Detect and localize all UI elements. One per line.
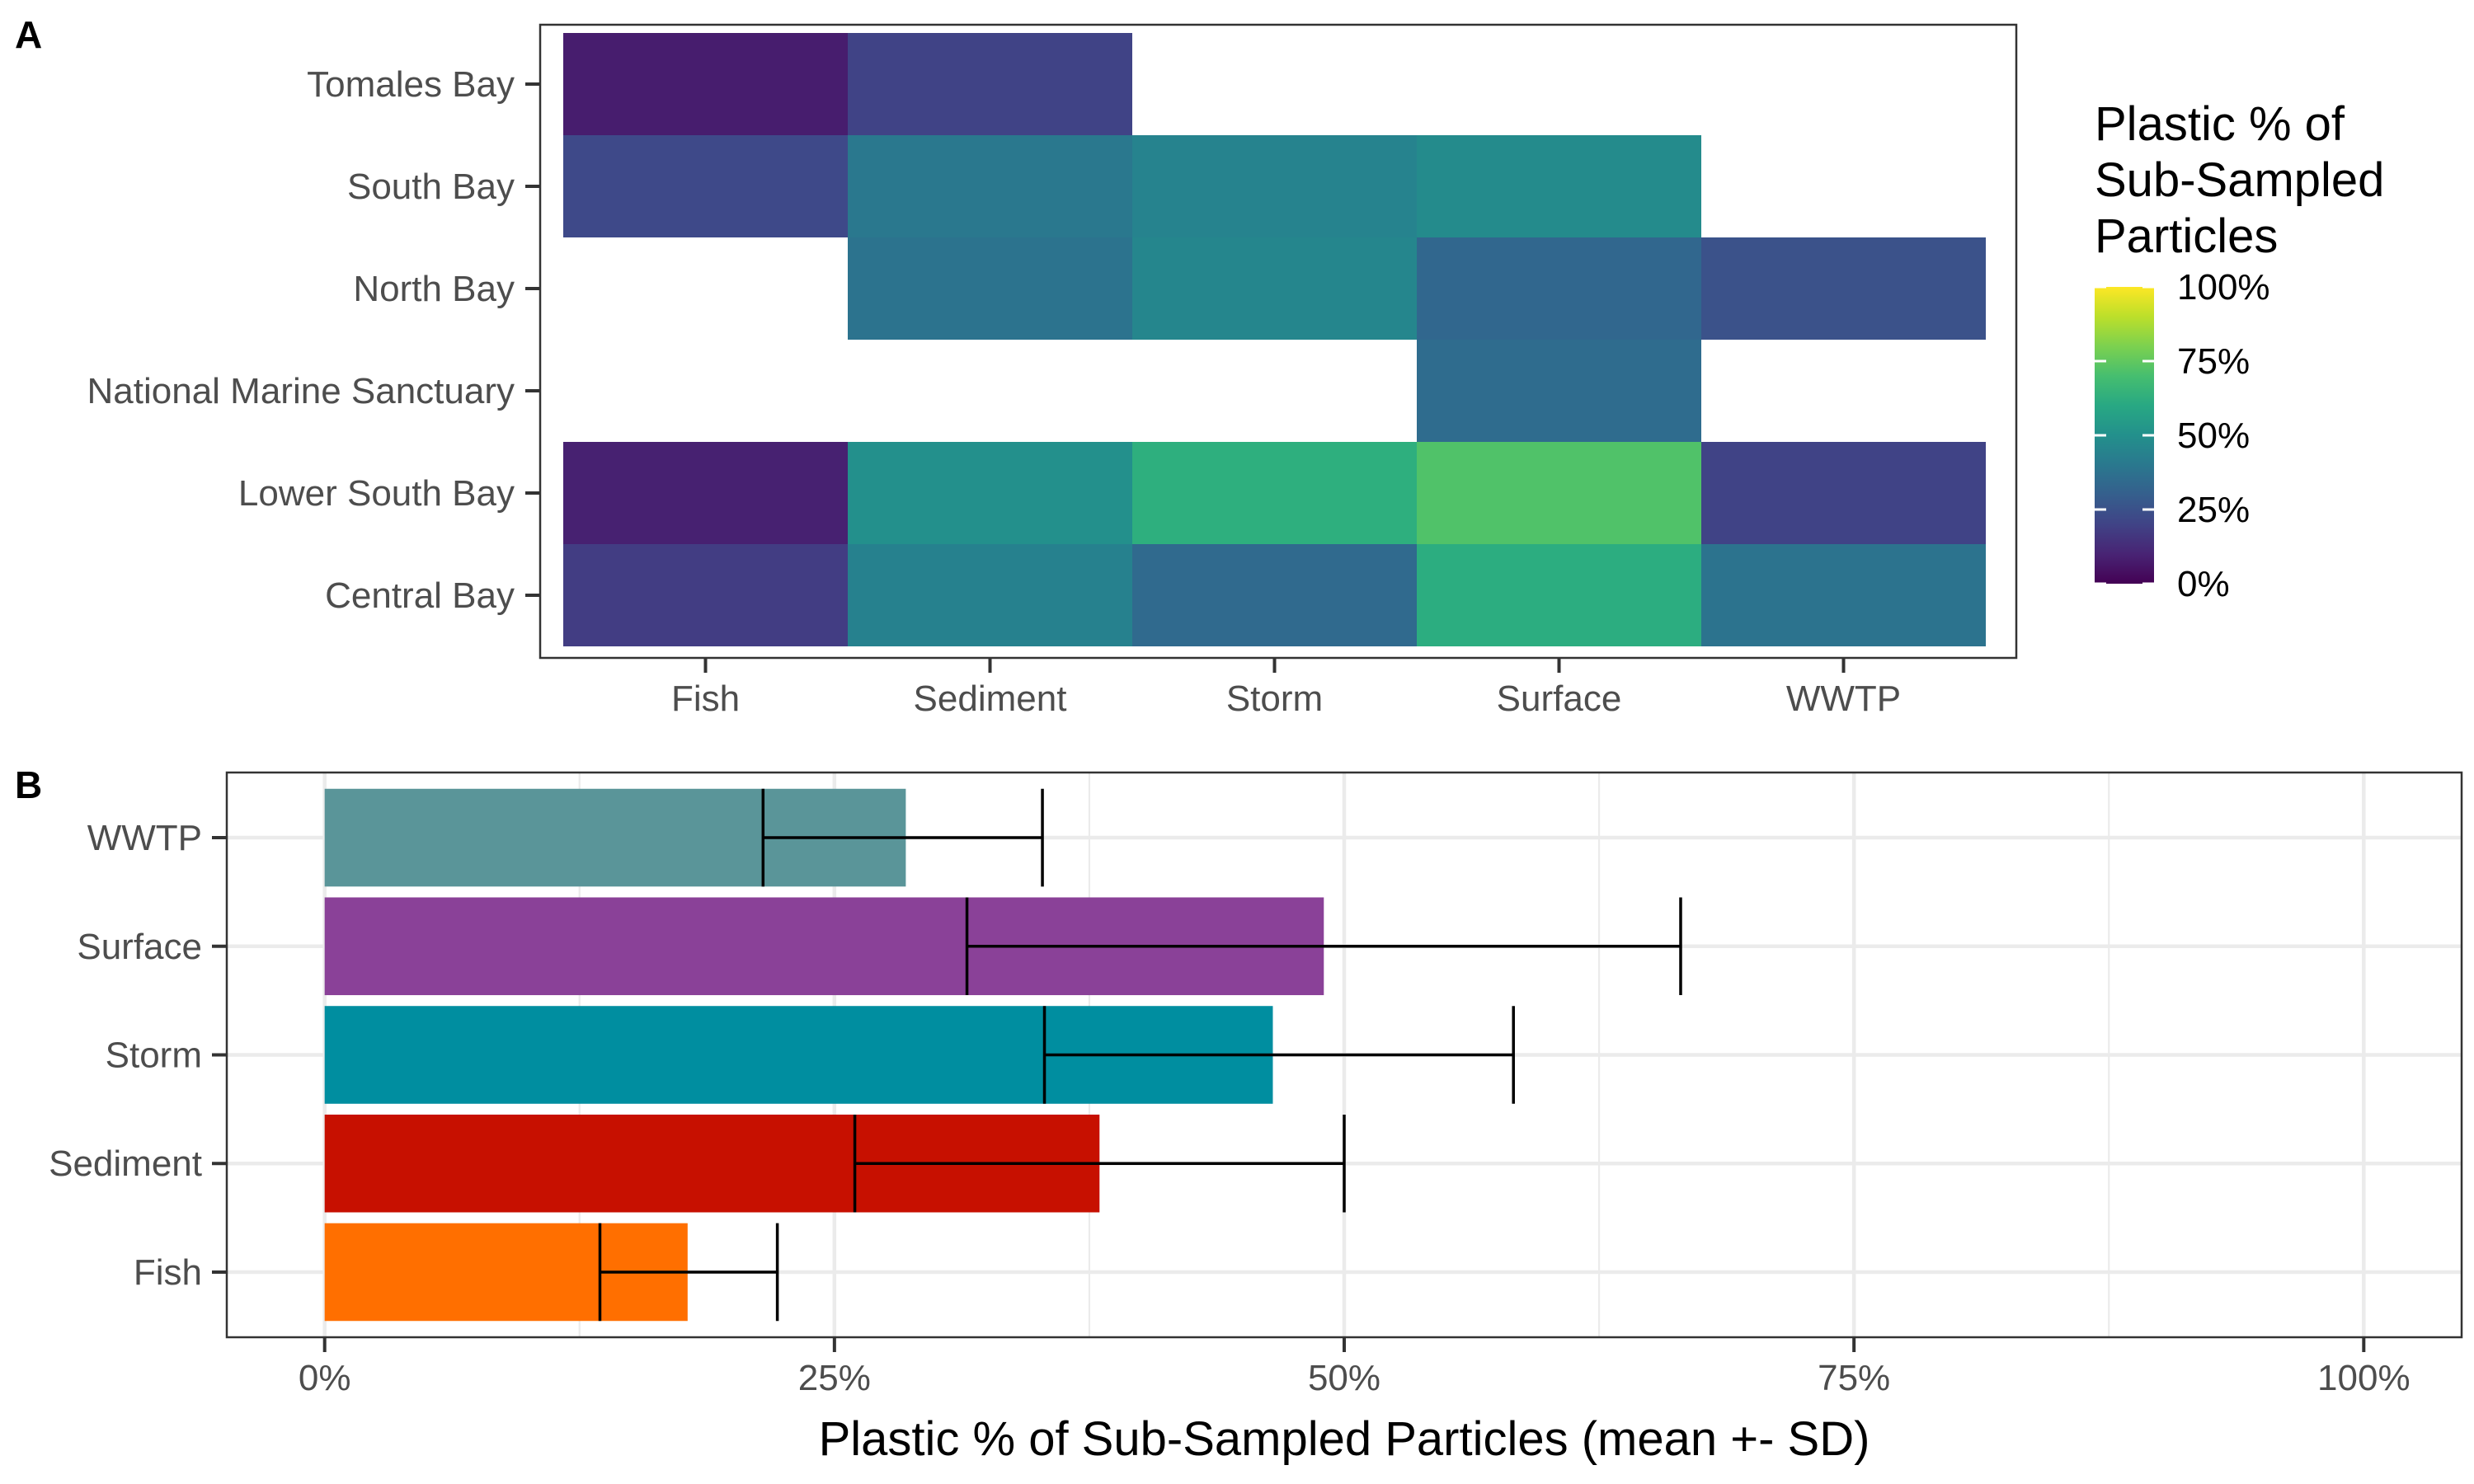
color-legend: Plastic % of Sub-Sampled Particles 100% 7…	[2095, 97, 2384, 604]
legend-label-75: 75%	[2177, 341, 2250, 382]
bar-x-label-0: 0%	[299, 1358, 351, 1398]
heatmap-cell-central-bay-wwtp	[1701, 544, 1986, 646]
heatmap-cell-lower-south-bay-sediment	[848, 442, 1132, 544]
heatmap-cell-national-marine-sanctuary-surface	[1417, 340, 1701, 442]
heatmap-x-label-sediment: Sediment	[914, 679, 1067, 719]
bar-x-axis: 0% 25% 50% 75% 100%	[299, 1337, 2411, 1398]
heatmap-cell-central-bay-surface	[1417, 544, 1701, 646]
heatmap-x-label-fish: Fish	[671, 679, 740, 719]
legend-title-line-3: Particles	[2095, 209, 2278, 263]
legend-label-0: 0%	[2177, 564, 2230, 604]
error-bar-surface	[965, 897, 1682, 996]
heatmap-y-label-central-bay: Central Bay	[325, 575, 515, 616]
error-bar-wwtp	[761, 788, 1044, 887]
legend-title-line-1: Plastic % of	[2095, 97, 2345, 151]
heatmap-y-axis: Tomales Bay South Bay North Bay National Ma…	[87, 64, 540, 616]
bar-error-bars	[598, 788, 1682, 1322]
legend-ticks: 100% 75% 50% 25% 0%	[2095, 267, 2270, 604]
heatmap-y-label-north-bay: North Bay	[353, 269, 515, 309]
heatmap-cell-lower-south-bay-storm	[1132, 442, 1417, 544]
heatmap-cell-central-bay-fish	[563, 544, 848, 646]
heatmap-cells	[563, 33, 1986, 646]
bar-y-label-fish: Fish	[134, 1252, 202, 1293]
error-bar-sediment	[853, 1114, 1346, 1213]
heatmap-x-label-wwtp: WWTP	[1786, 679, 1901, 719]
bar-y-axis: Fish Sediment Storm Surface WWTP	[49, 818, 227, 1293]
heatmap-cell-south-bay-storm	[1132, 135, 1417, 237]
heatmap-x-label-surface: Surface	[1497, 679, 1622, 719]
heatmap-y-label-tomales-bay: Tomales Bay	[307, 64, 515, 105]
heatmap-y-label-national-marine-sanctuary: National Marine Sanctuary	[87, 371, 515, 411]
heatmap-cell-south-bay-sediment	[848, 135, 1132, 237]
bar-x-label-25: 25%	[798, 1358, 871, 1398]
heatmap-cell-lower-south-bay-surface	[1417, 442, 1701, 544]
heatmap-cell-north-bay-storm	[1132, 237, 1417, 340]
panel-label-a: A	[15, 13, 42, 56]
heatmap-cell-lower-south-bay-wwtp	[1701, 442, 1986, 544]
heatmap-y-label-lower-south-bay: Lower South Bay	[238, 473, 515, 514]
error-bar-storm	[1042, 1006, 1515, 1104]
heatmap-cell-tomales-bay-fish	[563, 33, 848, 135]
bar-panel: B Fish Sediment Storm Surface WWTP 0% 25% 50% 7…	[15, 763, 2463, 1466]
error-bar-fish	[598, 1223, 779, 1322]
bar-y-label-sediment: Sediment	[49, 1144, 202, 1184]
heatmap-cell-north-bay-sediment	[848, 237, 1132, 340]
legend-label-25: 25%	[2177, 490, 2250, 530]
bar-x-label-50: 50%	[1308, 1358, 1380, 1398]
heatmap-cell-south-bay-fish	[563, 135, 848, 237]
legend-title-line-2: Sub-Sampled	[2095, 153, 2384, 207]
heatmap-frame	[539, 23, 2018, 660]
heatmap-cell-central-bay-storm	[1132, 544, 1417, 646]
heatmap-cell-lower-south-bay-fish	[563, 442, 848, 544]
bar-x-label-75: 75%	[1818, 1358, 1890, 1398]
heatmap-y-label-south-bay: South Bay	[347, 167, 515, 207]
heatmap-cell-north-bay-surface	[1417, 237, 1701, 340]
heatmap-cell-central-bay-sediment	[848, 544, 1132, 646]
bar-x-axis-title: Plastic % of Sub-Sampled Particles (mean…	[819, 1412, 1870, 1466]
panel-label-b: B	[15, 763, 42, 806]
heatmap-x-axis: Fish Sediment Storm Surface WWTP	[671, 658, 1901, 719]
legend-label-50: 50%	[2177, 416, 2250, 456]
heatmap-cell-tomales-bay-sediment	[848, 33, 1132, 135]
bar-y-label-surface: Surface	[77, 927, 202, 967]
bar-x-label-100: 100%	[2317, 1358, 2411, 1398]
bar-y-label-wwtp: WWTP	[87, 818, 202, 858]
heatmap-x-label-storm: Storm	[1226, 679, 1323, 719]
bar-y-label-storm: Storm	[106, 1036, 202, 1076]
heatmap-cell-north-bay-wwtp	[1701, 237, 1986, 340]
heatmap-panel: A Tomales Bay South Bay North Bay National …	[15, 13, 2384, 719]
heatmap-cell-south-bay-surface	[1417, 135, 1701, 237]
legend-label-100: 100%	[2177, 267, 2270, 308]
